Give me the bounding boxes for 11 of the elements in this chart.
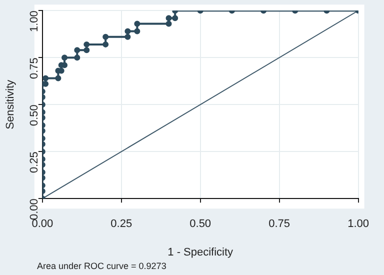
y-tick-label: 0.75 (28, 58, 40, 80)
x-tick-label: 1.00 (348, 218, 370, 230)
x-tick-label: 0.75 (268, 218, 290, 230)
y-tick-label: 1.00 (28, 10, 40, 32)
y-tick-label: 0.50 (28, 104, 40, 126)
x-tick-label: 0.25 (110, 218, 132, 230)
y-axis-title: Sensitivity (4, 79, 17, 130)
y-tick-label: 0.25 (28, 152, 40, 174)
x-axis-title: 1 - Specificity (168, 246, 234, 258)
text: Area under ROC curve = 0.9273 (37, 261, 166, 271)
x-tick-label: 0.50 (190, 218, 212, 230)
